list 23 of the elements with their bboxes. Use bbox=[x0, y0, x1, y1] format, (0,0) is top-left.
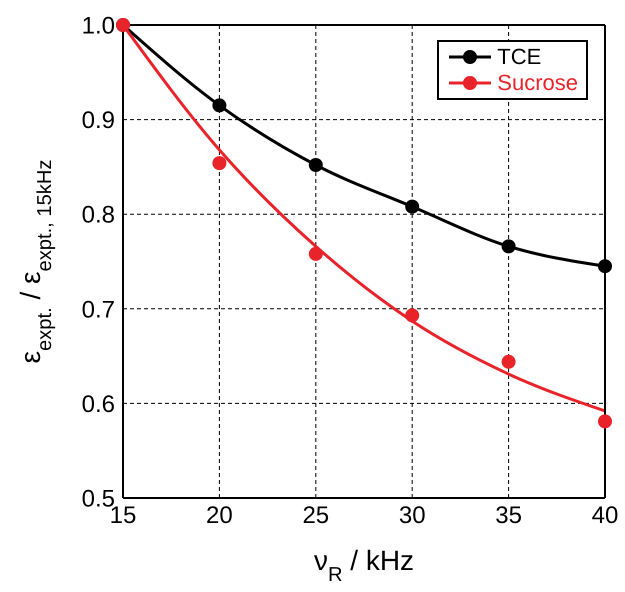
point bbox=[405, 200, 420, 214]
point bbox=[212, 156, 226, 170]
x-tick-label: 35 bbox=[495, 502, 522, 530]
point bbox=[502, 354, 516, 369]
point bbox=[308, 246, 323, 261]
point bbox=[598, 414, 612, 428]
legend-label: TCE bbox=[497, 44, 542, 70]
point bbox=[308, 158, 323, 172]
x-tick-label: 40 bbox=[592, 502, 618, 530]
x-axis-title: ν$_{R}$ / kHz bbox=[314, 545, 414, 586]
y-tick-label: 1.0 bbox=[82, 12, 115, 40]
x-tick-label: 25 bbox=[302, 502, 330, 530]
y-tick-label: 0.6 bbox=[82, 390, 115, 418]
point bbox=[405, 308, 420, 322]
legend-label: Sucrose bbox=[497, 70, 578, 96]
point bbox=[598, 259, 612, 274]
x-tick-label: 30 bbox=[398, 502, 426, 530]
point bbox=[502, 239, 516, 254]
point bbox=[212, 98, 226, 112]
y-tick-label: 0.7 bbox=[82, 296, 115, 324]
y-tick-label: 0.8 bbox=[82, 202, 115, 229]
y-tick-label: 0.9 bbox=[82, 107, 115, 134]
x-tick-label: 20 bbox=[206, 502, 233, 530]
